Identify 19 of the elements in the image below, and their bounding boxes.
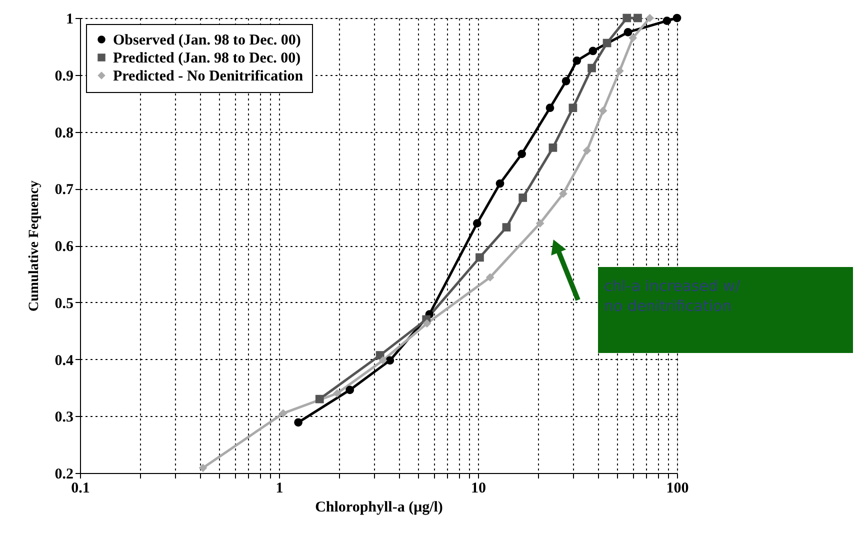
annotation: chl-a increased w/ no denitrification: [604, 277, 742, 315]
x-tick-label: 10: [471, 480, 486, 496]
y-tick-label: 0.5: [54, 296, 74, 312]
y-tick-label: 0.7: [54, 182, 74, 198]
y-tick-label: 0.3: [54, 410, 74, 426]
y-tick-label: 0.8: [54, 125, 74, 142]
x-tick-label: 0.1: [71, 480, 90, 496]
legend-label: Predicted (Jan. 98 to Dec. 00): [113, 50, 301, 66]
x-tick-label: 1: [276, 480, 284, 496]
y-tick-label: 0.6: [54, 239, 74, 255]
y-tick-label: 0.9: [54, 68, 74, 84]
y-tick-label: 0.2: [54, 466, 74, 482]
x-tick-label: 100: [666, 480, 689, 496]
x-axis-title: Chlorophyll-a (μg/l): [315, 500, 443, 516]
legend-label: Predicted - No Denitrification: [113, 68, 304, 84]
legend-label: Observed (Jan. 98 to Dec. 00): [113, 32, 301, 48]
y-tick-label: 0.4: [54, 352, 74, 369]
y-axis-title: Cumulative Fequency: [26, 180, 42, 312]
y-tick-label: 1: [66, 12, 74, 28]
